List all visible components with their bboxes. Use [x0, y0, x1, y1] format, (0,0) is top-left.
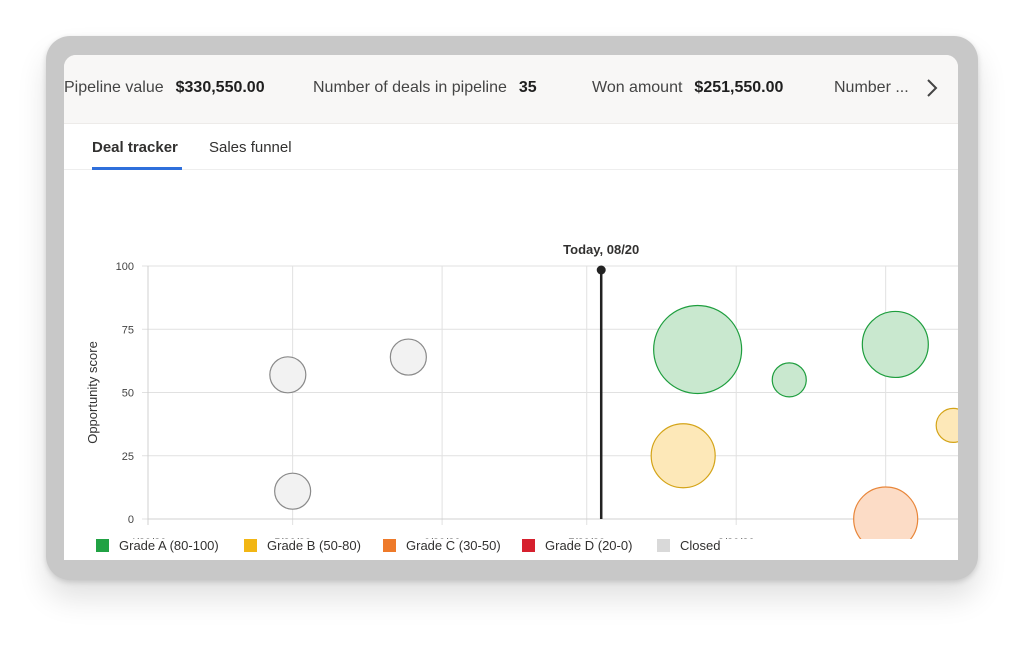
legend-label: Grade C (30-50): [406, 538, 501, 553]
legend-item[interactable]: Grade B (50-80): [244, 538, 361, 553]
y-tick-label: 75: [122, 324, 134, 336]
kpi-label: Pipeline value: [64, 79, 164, 96]
bubble: [771, 362, 807, 398]
legend-swatch: [522, 539, 535, 552]
tab-sales-funnel[interactable]: Sales funnel: [209, 139, 292, 156]
legend-swatch: [657, 539, 670, 552]
bubble: [935, 407, 958, 443]
y-tick-label: 25: [122, 451, 134, 463]
x-tick-label: 8/20/20: [718, 537, 755, 539]
legend-swatch: [96, 539, 109, 552]
legend-item[interactable]: Closed: [657, 538, 720, 553]
legend-label: Grade B (50-80): [267, 538, 361, 553]
kpi-bar: Pipeline value $330,550.00 Number of deal…: [64, 55, 958, 124]
legend-swatch: [244, 539, 257, 552]
x-tick-label: 7/20/20: [568, 537, 605, 539]
kpi-deals-count: Number of deals in pipeline 35: [313, 79, 537, 97]
today-marker-dot: [596, 265, 606, 275]
legend-item[interactable]: Grade C (30-50): [383, 538, 501, 553]
today-marker-label: Today, 08/20: [563, 242, 639, 257]
y-tick-label: 100: [116, 261, 134, 273]
y-tick-label: 50: [122, 388, 134, 400]
bubble: [274, 472, 312, 510]
y-tick-label: 0: [128, 514, 134, 526]
x-tick-label: 6/20/20: [424, 537, 461, 539]
kpi-value: $330,550.00: [175, 79, 265, 96]
x-tick-label: 5/20/20: [274, 537, 311, 539]
kpi-pipeline-value: Pipeline value $330,550.00: [64, 79, 265, 97]
legend-item[interactable]: Grade D (20-0): [522, 538, 632, 553]
bubble: [269, 356, 307, 394]
tab-bar: Deal tracker Sales funnel: [64, 123, 958, 170]
app-screen: Pipeline value $330,550.00 Number of deal…: [64, 55, 958, 560]
kpi-number-truncated: Number ...: [834, 79, 909, 97]
bubble: [650, 423, 716, 489]
chevron-right-icon[interactable]: [920, 73, 944, 103]
bubble: [389, 338, 427, 376]
kpi-label: Number of deals in pipeline: [313, 79, 507, 96]
kpi-label: Number ...: [834, 79, 909, 96]
kpi-value: 35: [518, 79, 537, 96]
y-axis-title: Opportunity score: [85, 341, 100, 444]
legend-item[interactable]: Grade A (80-100): [96, 538, 219, 553]
legend-label: Grade A (80-100): [119, 538, 219, 553]
legend-swatch: [383, 539, 396, 552]
kpi-value: $251,550.00: [694, 79, 784, 96]
kpi-won-amount: Won amount $251,550.00: [592, 79, 783, 97]
kpi-label: Won amount: [592, 79, 683, 96]
x-tick-label: 4/20/20: [130, 537, 167, 539]
bubble-chart: 0 25 50 75 100 4/20/20 5/20/20 6/20/20 7/20/20 8/…: [85, 242, 958, 539]
legend-label: Closed: [680, 538, 721, 553]
legend-label: Grade D (20-0): [545, 538, 633, 553]
active-tab-indicator: [92, 167, 182, 170]
tab-deal-tracker[interactable]: Deal tracker: [92, 139, 178, 156]
bubble: [653, 304, 743, 395]
bubble: [861, 310, 929, 379]
bubble: [853, 486, 919, 539]
